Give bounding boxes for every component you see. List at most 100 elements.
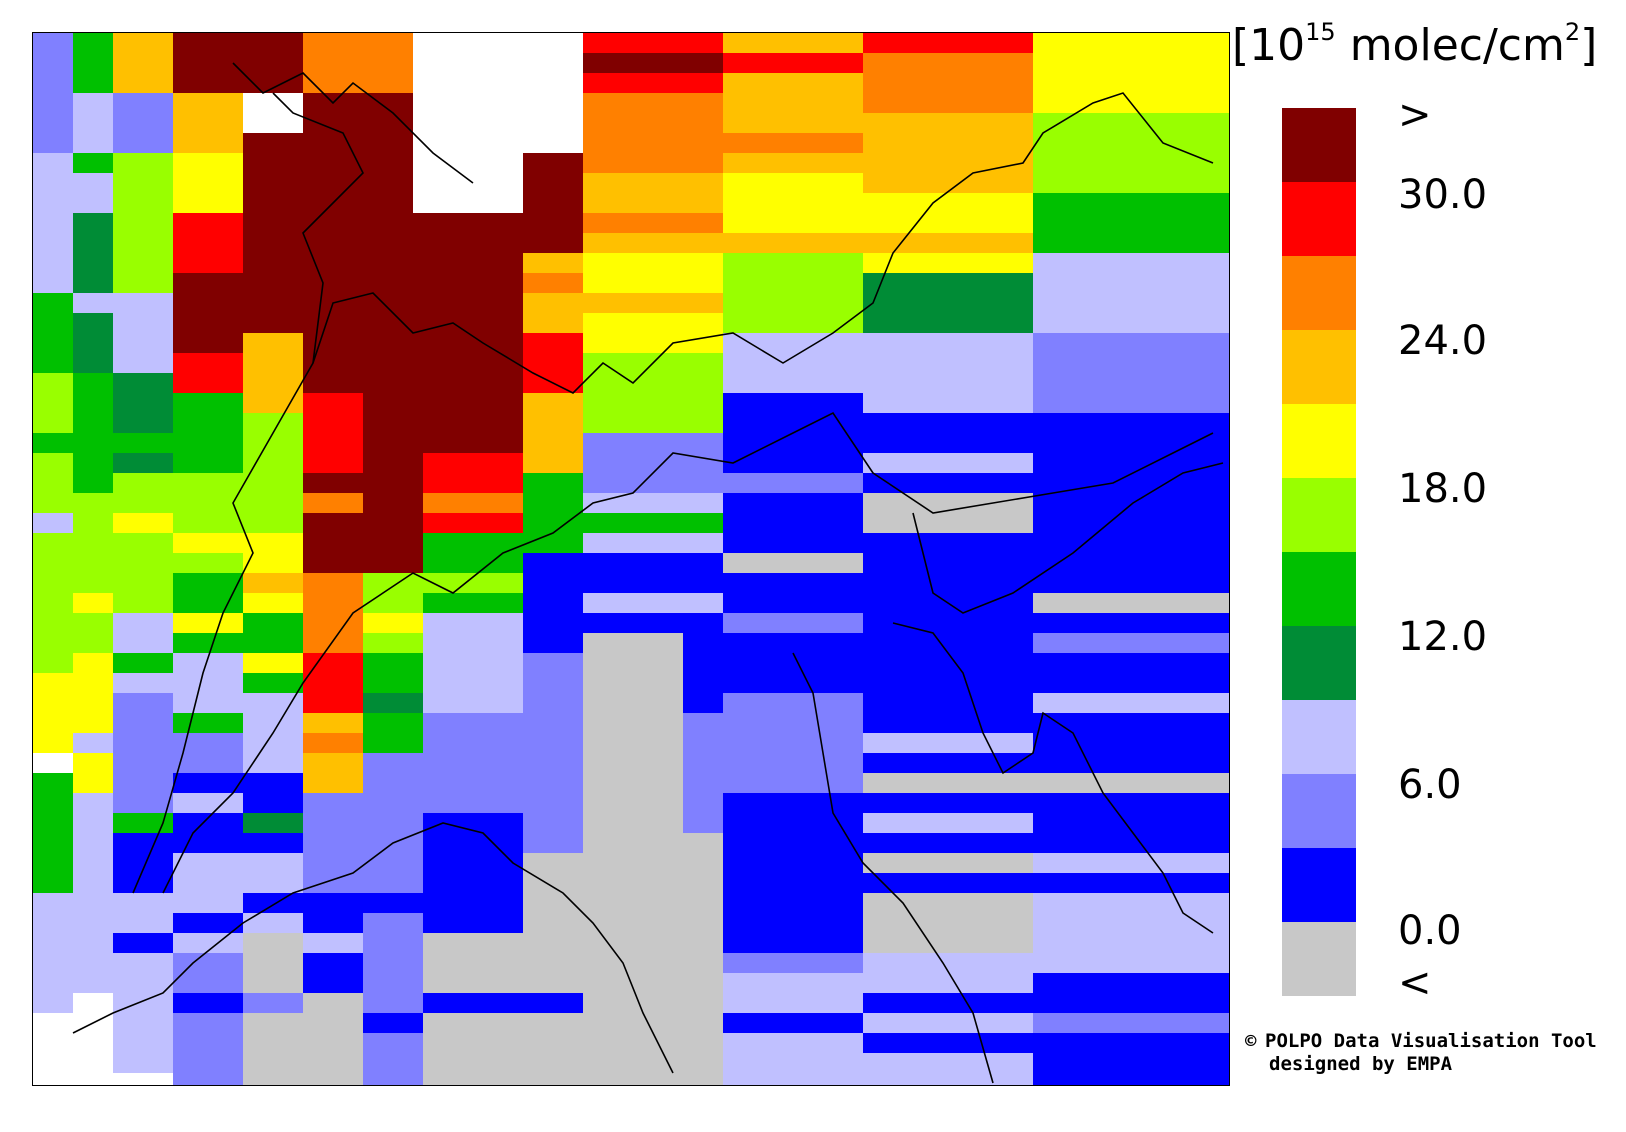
grid-cell [583, 213, 723, 233]
grid-cell [243, 813, 303, 833]
grid-cell [33, 893, 73, 1013]
title-close: ] [1580, 20, 1598, 71]
grid-cell [583, 593, 723, 613]
grid-cell [523, 393, 583, 473]
grid-cell [113, 693, 173, 813]
grid-cell [1033, 853, 1229, 873]
map-grid-cells [33, 33, 1229, 1085]
grid-cell [523, 153, 583, 253]
grid-cell [173, 393, 243, 473]
grid-cell [423, 813, 523, 933]
grid-cell [113, 513, 173, 533]
colorbar-segment [1282, 330, 1356, 404]
grid-cell [523, 313, 583, 333]
grid-cell [243, 653, 303, 673]
pollution-map[interactable] [33, 33, 1229, 1085]
grid-cell [113, 153, 173, 213]
grid-cell [583, 93, 723, 173]
grid-cell [423, 573, 523, 593]
grid-cell [1033, 773, 1229, 793]
grid-cell [303, 733, 363, 753]
grid-cell [723, 313, 863, 333]
colorbar [1282, 108, 1356, 996]
grid-cell [113, 433, 173, 453]
grid-cell [113, 473, 173, 613]
grid-cell [1033, 633, 1229, 653]
grid-cell [583, 293, 723, 313]
colorbar-segment [1282, 182, 1356, 256]
grid-cell [33, 1013, 73, 1085]
grid-cell [1033, 1013, 1229, 1033]
grid-cell [583, 353, 723, 433]
colorbar-segment [1282, 108, 1356, 182]
grid-cell [73, 793, 113, 893]
grid-cell [33, 833, 73, 853]
grid-cell [73, 373, 113, 493]
grid-cell [723, 53, 863, 73]
grid-cell [1033, 253, 1229, 333]
grid-cell [113, 33, 173, 93]
grid-cell [863, 893, 1033, 953]
grid-cell [523, 33, 583, 153]
coastline-adriatic [792, 652, 994, 1084]
grid-cell [523, 653, 583, 853]
grid-cell [583, 513, 723, 533]
grid-cell [173, 953, 243, 1085]
grid-cell [723, 793, 863, 973]
grid-cell [243, 133, 303, 333]
grid-cell [723, 1013, 863, 1033]
credit-line-1: © POLPO Data Visualisation Tool [1245, 1030, 1597, 1053]
colorbar-tick-label: 0.0 [1398, 908, 1462, 954]
grid-cell [73, 33, 113, 93]
grid-cell [723, 333, 863, 393]
grid-cell [683, 833, 723, 1085]
colorbar-segment [1282, 922, 1356, 996]
grid-cell [863, 493, 1033, 533]
colorbar-segment [1282, 774, 1356, 848]
colorbar-segment [1282, 700, 1356, 774]
grid-cell [863, 453, 1033, 473]
grid-cell [1033, 593, 1229, 613]
grid-cell [363, 613, 423, 633]
grid-cell [863, 333, 1033, 413]
grid-cell [723, 693, 863, 793]
grid-cell [173, 993, 243, 1013]
grid-cell [243, 333, 303, 413]
grid-cell [423, 993, 523, 1013]
grid-cell [1033, 33, 1229, 113]
colorbar-tick-label: 24.0 [1398, 318, 1488, 364]
grid-cell [413, 33, 523, 213]
grid-cell [863, 953, 1033, 1085]
country-borders [72, 62, 1224, 1084]
grid-cell [863, 233, 1033, 253]
grid-cell [173, 653, 243, 713]
grid-cell [683, 713, 723, 833]
grid-cell [863, 713, 1033, 813]
grid-cell [33, 433, 73, 453]
colorbar-segment [1282, 478, 1356, 552]
grid-cell [863, 1033, 1033, 1053]
grid-cell [173, 273, 243, 353]
grid-cell [173, 613, 243, 633]
grid-cell [113, 293, 173, 373]
grid-cell [173, 913, 243, 933]
map-panel[interactable] [32, 32, 1230, 1086]
grid-cell [863, 813, 1033, 833]
grid-cell [863, 773, 1033, 793]
title-prefix: [10 [1232, 20, 1306, 71]
colorbar-segment [1282, 552, 1356, 626]
grid-cell [423, 713, 523, 813]
grid-cell [863, 113, 1033, 193]
grid-cell [303, 793, 363, 893]
grid-cell [33, 153, 73, 293]
grid-cell [73, 493, 113, 653]
credit-line-2: designed by EMPA [1269, 1053, 1453, 1075]
grid-cell [73, 593, 113, 613]
grid-cell [723, 553, 863, 573]
grid-cell [863, 853, 1033, 873]
grid-cell [73, 733, 113, 753]
grid-cell [243, 733, 303, 753]
grid-cell [363, 753, 423, 833]
grid-cell [863, 33, 1033, 53]
copyright-icon: © [1245, 1030, 1257, 1052]
